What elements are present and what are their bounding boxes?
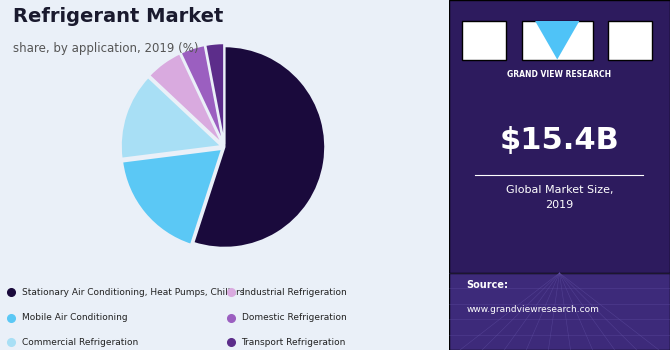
- FancyBboxPatch shape: [449, 0, 670, 350]
- Text: Commercial Refrigeration: Commercial Refrigeration: [21, 338, 138, 347]
- Text: Transport Refrigeration: Transport Refrigeration: [241, 338, 346, 347]
- Text: Global Market Size,
2019: Global Market Size, 2019: [506, 186, 613, 210]
- FancyBboxPatch shape: [608, 21, 653, 60]
- Text: Domestic Refrigeration: Domestic Refrigeration: [241, 313, 346, 322]
- Wedge shape: [194, 46, 325, 248]
- FancyBboxPatch shape: [522, 21, 593, 60]
- Wedge shape: [122, 149, 222, 245]
- Wedge shape: [149, 53, 222, 145]
- Wedge shape: [121, 77, 222, 159]
- Text: GRAND VIEW RESEARCH: GRAND VIEW RESEARCH: [507, 70, 612, 79]
- Text: Stationary Air Conditioning, Heat Pumps, Chillers: Stationary Air Conditioning, Heat Pumps,…: [21, 288, 244, 297]
- FancyBboxPatch shape: [462, 21, 507, 60]
- Text: share, by application, 2019 (%): share, by application, 2019 (%): [13, 42, 199, 55]
- Text: www.grandviewresearch.com: www.grandviewresearch.com: [466, 304, 600, 314]
- Wedge shape: [181, 45, 224, 144]
- Text: Industrial Refrigeration: Industrial Refrigeration: [241, 288, 346, 297]
- Text: Refrigerant Market: Refrigerant Market: [13, 7, 224, 26]
- Polygon shape: [535, 21, 580, 60]
- Text: Source:: Source:: [466, 280, 509, 290]
- Text: $15.4B: $15.4B: [500, 126, 619, 154]
- Wedge shape: [205, 43, 224, 144]
- FancyBboxPatch shape: [449, 273, 670, 350]
- Text: Mobile Air Conditioning: Mobile Air Conditioning: [21, 313, 127, 322]
